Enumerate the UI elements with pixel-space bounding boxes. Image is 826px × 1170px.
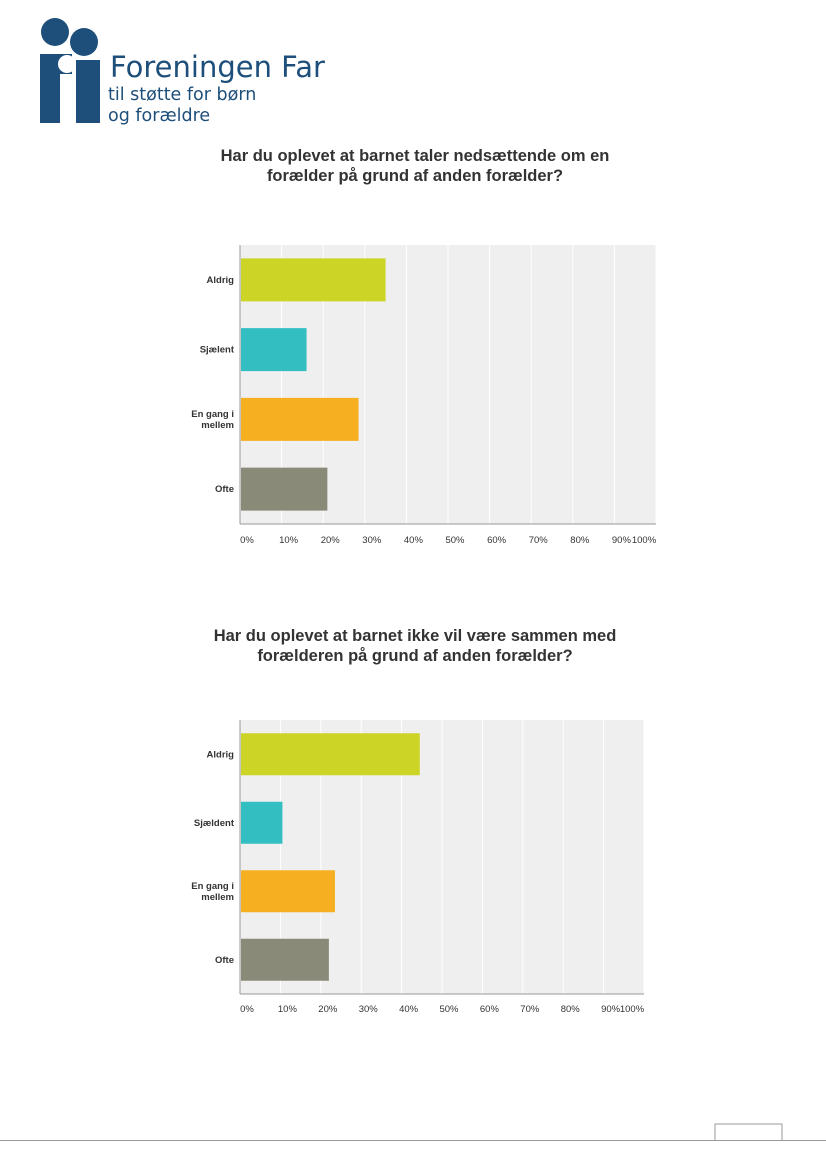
logo-tagline-line-2: og forældre	[108, 106, 211, 126]
category-label: Sjælent	[200, 345, 235, 356]
x-tick-label: 50%	[439, 1004, 459, 1015]
logo-figures-icon	[40, 18, 100, 123]
x-tick-label: 20%	[321, 535, 341, 546]
x-tick-label: 40%	[399, 1004, 419, 1015]
bar-2	[241, 328, 307, 372]
category-label: Ofte	[215, 484, 234, 495]
x-tick-label: 10%	[278, 1004, 298, 1015]
x-tick-label: 30%	[359, 1004, 379, 1015]
footer-divider	[0, 1140, 826, 1141]
category-label: Ofte	[215, 955, 234, 966]
x-tick-label: 70%	[520, 1004, 540, 1015]
x-tick-label: 70%	[529, 535, 549, 546]
chart-2: 0% 10% 20% 30% 40% 50% 60% 70% 80% 90% 100% Aldrig S…	[191, 720, 645, 1015]
x-tick-label: 0%	[240, 535, 254, 546]
bar-4	[241, 467, 328, 511]
x-tick-label: 60%	[487, 535, 507, 546]
chart-1: 0% 10% 20% 30% 40% 50% 60% 70% 80% 90% 100% Aldrig S…	[191, 245, 657, 546]
x-tick-label: 80%	[561, 1004, 581, 1015]
x-tick-label: 90%	[601, 1004, 621, 1015]
x-tick-label: 20%	[318, 1004, 338, 1015]
bar-2	[241, 801, 283, 844]
category-label: Sjældent	[194, 818, 235, 829]
bar-3	[241, 397, 359, 441]
bar-1	[241, 733, 420, 776]
x-tick-label: 30%	[362, 535, 382, 546]
logo-tagline-line-1: til støtte for børn	[108, 85, 257, 105]
x-tick-label: 100%	[632, 535, 657, 546]
x-tick-label: 80%	[570, 535, 590, 546]
x-tick-label: 50%	[445, 535, 465, 546]
x-tick-label: 100%	[620, 1004, 645, 1015]
logo-name: Foreningen Far	[110, 50, 325, 84]
bar-4	[241, 938, 329, 981]
organization-logo: Foreningen Far til støtte for børn og fo…	[36, 16, 325, 128]
page-number-tab	[714, 1123, 783, 1141]
x-tick-label: 60%	[480, 1004, 500, 1015]
category-label: Aldrig	[207, 275, 235, 286]
chart-1-title: Har du oplevet at barnet taler nedsætten…	[220, 147, 610, 185]
category-label: En gang i mellem	[191, 409, 234, 431]
x-tick-label: 10%	[279, 535, 299, 546]
bar-3	[241, 870, 335, 913]
x-tick-label: 40%	[404, 535, 424, 546]
bar-1	[241, 258, 386, 302]
category-label: En gang i mellem	[191, 881, 234, 903]
x-tick-label: 0%	[240, 1004, 254, 1015]
chart-2-title: Har du oplevet at barnet ikke vil være s…	[213, 627, 617, 665]
category-label: Aldrig	[207, 749, 235, 760]
x-tick-label: 90%	[612, 535, 632, 546]
